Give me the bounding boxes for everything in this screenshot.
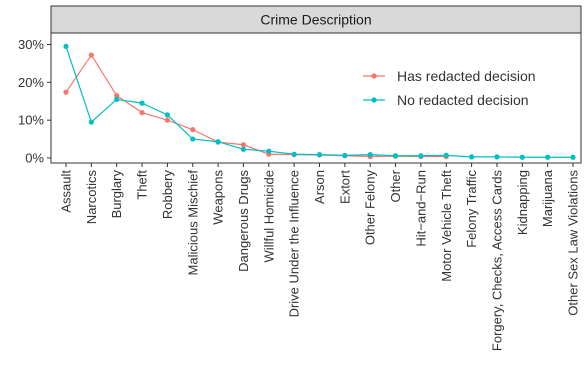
x-tick-label: Extort [337,170,352,204]
x-tick-label: Other Felony [363,170,378,246]
data-point [266,148,272,154]
series-layer [63,43,576,160]
y-tick-label: 0% [25,151,44,166]
x-tick-label: Hit−and−Run [413,170,428,247]
legend-key-point [371,73,377,79]
data-point [418,153,424,159]
facet-strip: Crime Description [50,5,582,34]
data-point [139,110,145,116]
legend: Has redacted decision No redacted decisio… [363,68,536,108]
x-tick-label: Theft [135,170,150,200]
data-point [240,142,247,148]
legend-label: No redacted decision [397,92,529,108]
data-point [545,154,551,160]
plot-panel [50,32,582,164]
x-tick-label: Drive Under the Influence [287,170,302,317]
x-tick-label: Marijuana [540,169,555,227]
x-tick-label: Arson [312,170,327,204]
x-tick-label: Malicious Mischief [185,170,200,276]
x-tick-label: Weapons [211,170,226,225]
data-point [215,139,221,145]
facet-strip-background [50,5,582,34]
series-1 [63,43,576,160]
data-point [114,92,120,99]
data-point [114,96,120,102]
data-point [342,152,348,158]
x-tick-label: Other [388,169,403,202]
x-tick-label: Forgery, Checks, Access Cards [489,170,504,352]
data-point [88,119,94,125]
data-point [443,152,449,158]
x-tick-label: Dangerous Drugs [236,170,251,272]
x-tick-label: Assault [59,170,74,213]
data-point [519,154,525,160]
x-tick-label: Narcotics [84,170,99,225]
x-tick-label: Other Sex Law Violations [566,170,581,316]
data-point [367,151,373,158]
data-point [63,43,69,49]
x-tick-label: Burglary [109,170,124,219]
x-tick-label: Felony Traffic [464,170,479,248]
data-point [469,154,475,160]
legend-label: Has redacted decision [397,68,536,84]
data-point [570,154,576,160]
data-point [190,127,196,133]
x-tick-label: Robbery [160,170,175,220]
data-point [164,117,170,123]
data-point [240,146,247,152]
data-point [494,154,500,160]
data-point [316,151,323,158]
y-tick-label: 30% [18,37,44,52]
y-axis: 0% 10% 20% 30% [18,37,51,166]
data-point [392,153,399,159]
data-point [164,112,170,118]
data-point [190,136,196,142]
series-line [65,53,447,158]
facet-label: Crime Description [260,12,371,28]
data-point [88,52,94,58]
data-point [63,89,69,95]
x-tick-label: Willful Homicide [261,170,276,262]
x-tick-label: Motor Vehicle Theft [439,170,454,282]
legend-entry: Has redacted decision [363,68,536,84]
data-point [291,151,297,157]
data-point [139,100,145,106]
y-tick-label: 20% [18,75,44,90]
x-tick-label: Kidnapping [515,170,530,235]
x-axis: Assault Narcotics Burglary Theft Robbery Mali… [59,163,581,351]
y-tick-label: 10% [18,113,44,128]
legend-key-point [371,97,377,103]
legend-entry: No redacted decision [363,92,529,108]
